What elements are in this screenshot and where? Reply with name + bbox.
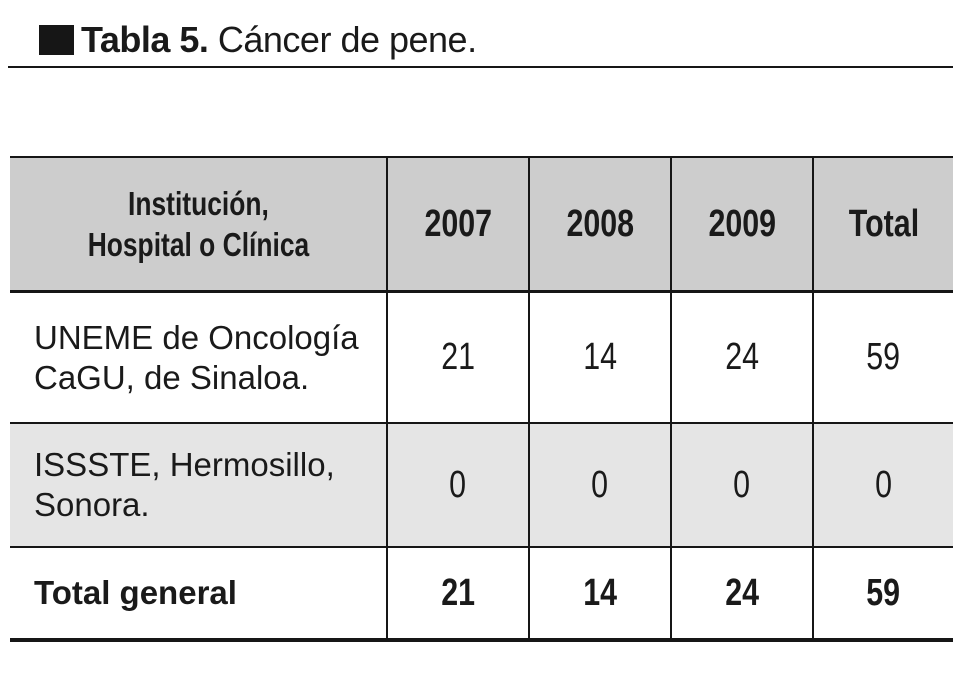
institution-cell: UNEME de Oncología CaGU, de Sinaloa.: [10, 291, 387, 424]
value-cell-total: 59: [812, 547, 953, 640]
title-caption: Cáncer de pene.: [208, 19, 477, 60]
table-row-issste: ISSSTE, Hermosillo, Sonora. 0 0 0 0: [10, 423, 953, 548]
value-cell-2008: 0: [528, 423, 671, 548]
page: { "title": { "marker_icon": "black-squar…: [0, 22, 970, 692]
institution-cell: ISSSTE, Hermosillo, Sonora.: [10, 423, 387, 548]
value-cell-total: 0: [812, 423, 953, 548]
column-header-institution: Institución, Hospital o Clínica: [10, 157, 387, 293]
value-cell-2007: 21: [386, 547, 529, 640]
value-cell-2008: 14: [528, 547, 671, 640]
column-header-year-2007: 2007: [386, 157, 529, 293]
table-title-text: Tabla 5. Cáncer de pene.: [81, 22, 477, 58]
column-header-total: Total: [812, 157, 953, 293]
title-label: Tabla 5.: [81, 19, 209, 60]
column-header-year-2009: 2009: [670, 157, 813, 293]
table-title: Tabla 5. Cáncer de pene.: [39, 22, 970, 58]
value-cell-2007: 0: [386, 423, 529, 548]
data-table: Institución, Hospital o Clínica 2007 200…: [10, 156, 953, 642]
black-square-icon: [39, 25, 74, 55]
value-cell-total: 59: [812, 291, 953, 424]
value-cell-2007: 21: [386, 291, 529, 424]
table-row-uneme: UNEME de Oncología CaGU, de Sinaloa. 21 …: [10, 291, 953, 424]
column-header-year-2008: 2008: [528, 157, 671, 293]
value-cell-2009: 24: [670, 291, 813, 424]
table-row-total-general: Total general 21 14 24 59: [10, 547, 953, 640]
value-cell-2008: 14: [528, 291, 671, 424]
value-cell-2009: 0: [670, 423, 813, 548]
value-cell-2009: 24: [670, 547, 813, 640]
table-header-row: Institución, Hospital o Clínica 2007 200…: [10, 157, 953, 293]
title-rule: [8, 66, 953, 68]
institution-cell: Total general: [34, 574, 237, 612]
